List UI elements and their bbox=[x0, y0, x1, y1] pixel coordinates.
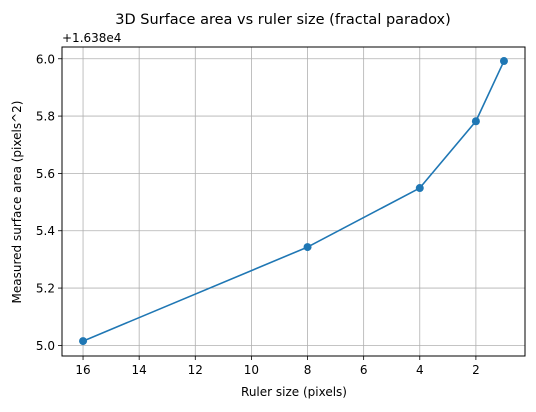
chart-title: 3D Surface area vs ruler size (fractal p… bbox=[115, 12, 451, 28]
series-layer bbox=[79, 57, 508, 346]
x-tick-label: 14 bbox=[132, 363, 147, 377]
data-point bbox=[415, 184, 424, 193]
data-point bbox=[79, 337, 88, 346]
grid-layer bbox=[62, 47, 525, 356]
data-point bbox=[471, 117, 480, 126]
x-tick-label: 2 bbox=[472, 363, 480, 377]
plot-frame bbox=[61, 46, 526, 357]
y-tick-label: 6.0 bbox=[36, 52, 55, 66]
y-tick-label: 5.6 bbox=[36, 167, 55, 181]
y-tick-label: 5.8 bbox=[36, 110, 55, 124]
series-line bbox=[82, 60, 505, 342]
x-tick-label: 4 bbox=[416, 363, 424, 377]
x-tick-label: 16 bbox=[75, 363, 90, 377]
y-tick-label: 5.2 bbox=[36, 282, 55, 296]
x-tick-label: 10 bbox=[244, 363, 259, 377]
x-tick-label: 8 bbox=[304, 363, 312, 377]
data-point bbox=[303, 243, 312, 252]
ticks-layer: 16 14 12 10 8 6 4 2 5.0 5.2 5.4 5.6 5.8 6.0 bbox=[36, 52, 480, 377]
y-tick-label: 5.4 bbox=[36, 224, 55, 238]
y-tick-label: 5.0 bbox=[36, 339, 55, 353]
x-tick-label: 12 bbox=[188, 363, 203, 377]
y-axis-label: Measured surface area (pixels^2) bbox=[10, 101, 24, 304]
y-offset-label: +1.638e4 bbox=[62, 31, 121, 45]
x-axis-label: Ruler size (pixels) bbox=[241, 385, 347, 399]
data-point bbox=[499, 57, 508, 66]
x-tick-label: 6 bbox=[360, 363, 368, 377]
